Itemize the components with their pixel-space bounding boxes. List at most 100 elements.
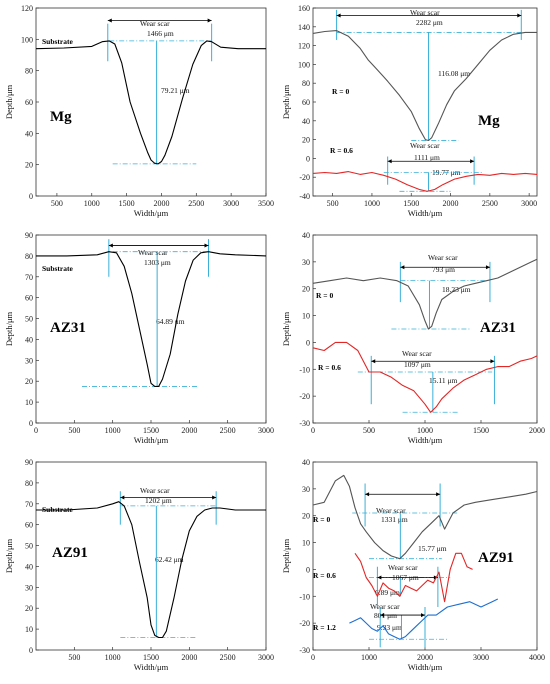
y-tick-label: 90	[25, 458, 33, 467]
y-tick-label: 80	[25, 252, 33, 261]
wear-scar-label: Wear scar	[410, 141, 440, 150]
x-tick-label: 0	[311, 426, 315, 435]
wear-width-label: 1111 μm	[414, 153, 440, 162]
arrow-head	[485, 265, 490, 270]
arrow-head	[490, 359, 495, 364]
x-tick-label: 1500	[403, 199, 419, 208]
x-tick-label: 3500	[258, 199, 274, 208]
y-tick-label: 40	[25, 129, 33, 138]
wear-width-label: 1202 μm	[145, 496, 172, 505]
y-tick-label: 20	[25, 377, 33, 386]
y-tick-label: 50	[25, 542, 33, 551]
x-tick-label: 500	[68, 653, 80, 662]
wear-depth-label: 62.42 μm	[155, 555, 184, 564]
y-tick-label: 40	[302, 458, 310, 467]
arrow-head	[400, 265, 405, 270]
arrow-head	[204, 243, 209, 248]
material-label: AZ31	[480, 320, 516, 336]
y-axis-label: Depth/μm	[281, 84, 291, 119]
series-line	[35, 40, 266, 165]
y-tick-label: -10	[299, 365, 310, 374]
wear-scar-label: Wear scar	[370, 602, 400, 611]
y-tick-label: 40	[25, 562, 33, 571]
y-tick-label: 20	[25, 161, 33, 170]
y-tick-label: 0	[29, 192, 33, 201]
x-tick-label: 2000	[181, 653, 197, 662]
x-axis-label: Width/μm	[408, 435, 443, 445]
wear-depth-label: 9.33 μm	[377, 623, 402, 632]
y-tick-label: -20	[299, 173, 310, 182]
series-line	[312, 258, 538, 330]
y-tick-label: -20	[299, 392, 310, 401]
substrate-label: Substrate	[42, 37, 74, 46]
y-tick-label: 60	[25, 98, 33, 107]
series-label-r0: R = 0	[316, 291, 333, 300]
series-line	[349, 598, 499, 640]
x-tick-label: 2500	[482, 199, 498, 208]
y-tick-label: 30	[25, 583, 33, 592]
x-axis-label: Width/μm	[134, 662, 169, 672]
y-tick-label: 80	[302, 79, 310, 88]
x-axis-label: Width/μm	[408, 208, 443, 218]
wear-scar-label: Wear scar	[388, 563, 418, 572]
x-tick-label: 1500	[473, 426, 489, 435]
y-tick-label: 0	[306, 565, 310, 574]
wear-width-label: 801 μm	[374, 611, 397, 620]
series-line	[312, 30, 537, 142]
x-axis-label: Width/μm	[408, 662, 443, 672]
arrow-head	[377, 575, 382, 580]
series-label-r12: R = 1.2	[313, 623, 336, 632]
material-label: AZ91	[478, 550, 514, 566]
arrow-head	[212, 495, 217, 500]
arrow-head	[380, 613, 385, 618]
y-axis-label: Depth/μm	[281, 538, 291, 573]
y-tick-label: 0	[306, 154, 310, 163]
y-tick-label: 70	[25, 273, 33, 282]
x-tick-label: 1500	[143, 653, 159, 662]
y-tick-label: 30	[302, 485, 310, 494]
x-tick-label: 3000	[258, 426, 274, 435]
y-tick-label: 40	[25, 335, 33, 344]
y-tick-label: -30	[299, 646, 310, 655]
panel-az31-left: AZ31 Substrate Wear scar 1303 μm 64.89 μ…	[4, 231, 274, 445]
panel-mg-left: Mg Substrate Wear scar 1466 μm 79.21 μm …	[4, 4, 274, 218]
wear-width-label: 1331 μm	[381, 515, 408, 524]
x-tick-label: 1000	[417, 426, 433, 435]
y-axis-label: Depth/μm	[4, 538, 14, 573]
x-tick-label: 500	[68, 426, 80, 435]
y-tick-label: 0	[306, 338, 310, 347]
x-axis-label: Width/μm	[134, 208, 169, 218]
y-tick-label: 60	[25, 294, 33, 303]
y-tick-label: 160	[298, 4, 310, 13]
series-line	[312, 474, 538, 560]
y-tick-label: 60	[302, 98, 310, 107]
arrow-head	[120, 495, 125, 500]
y-tick-label: 40	[302, 117, 310, 126]
wear-width-label: 793 μm	[432, 265, 455, 274]
x-tick-label: 2000	[181, 426, 197, 435]
x-tick-label: 3000	[521, 199, 537, 208]
x-tick-label: 2000	[443, 199, 459, 208]
y-tick-label: 10	[25, 625, 33, 634]
wear-scar-label: Wear scar	[376, 506, 406, 515]
y-tick-label: 100	[298, 60, 310, 69]
x-tick-label: 0	[311, 653, 315, 662]
arrow-head	[336, 13, 341, 18]
y-tick-label: -10	[299, 592, 310, 601]
y-tick-label: 140	[298, 23, 310, 32]
series-label-r0: R = 0	[313, 515, 330, 524]
arrow-head	[517, 13, 522, 18]
x-tick-label: 3000	[473, 653, 489, 662]
arrow-head	[470, 159, 475, 164]
y-tick-label: 120	[298, 42, 310, 51]
y-tick-label: 70	[25, 500, 33, 509]
y-tick-label: 30	[302, 258, 310, 267]
series-label-r06: R = 0.6	[313, 571, 336, 580]
x-tick-label: 2000	[153, 199, 169, 208]
wear-scar-label: Wear scar	[428, 253, 458, 262]
series-label-r06: R = 0.6	[318, 363, 341, 372]
series-line	[36, 501, 266, 639]
wear-width-label: 1097 μm	[404, 360, 431, 369]
wear-scar-label: Wear scar	[140, 19, 170, 28]
arrow-head	[365, 492, 370, 497]
